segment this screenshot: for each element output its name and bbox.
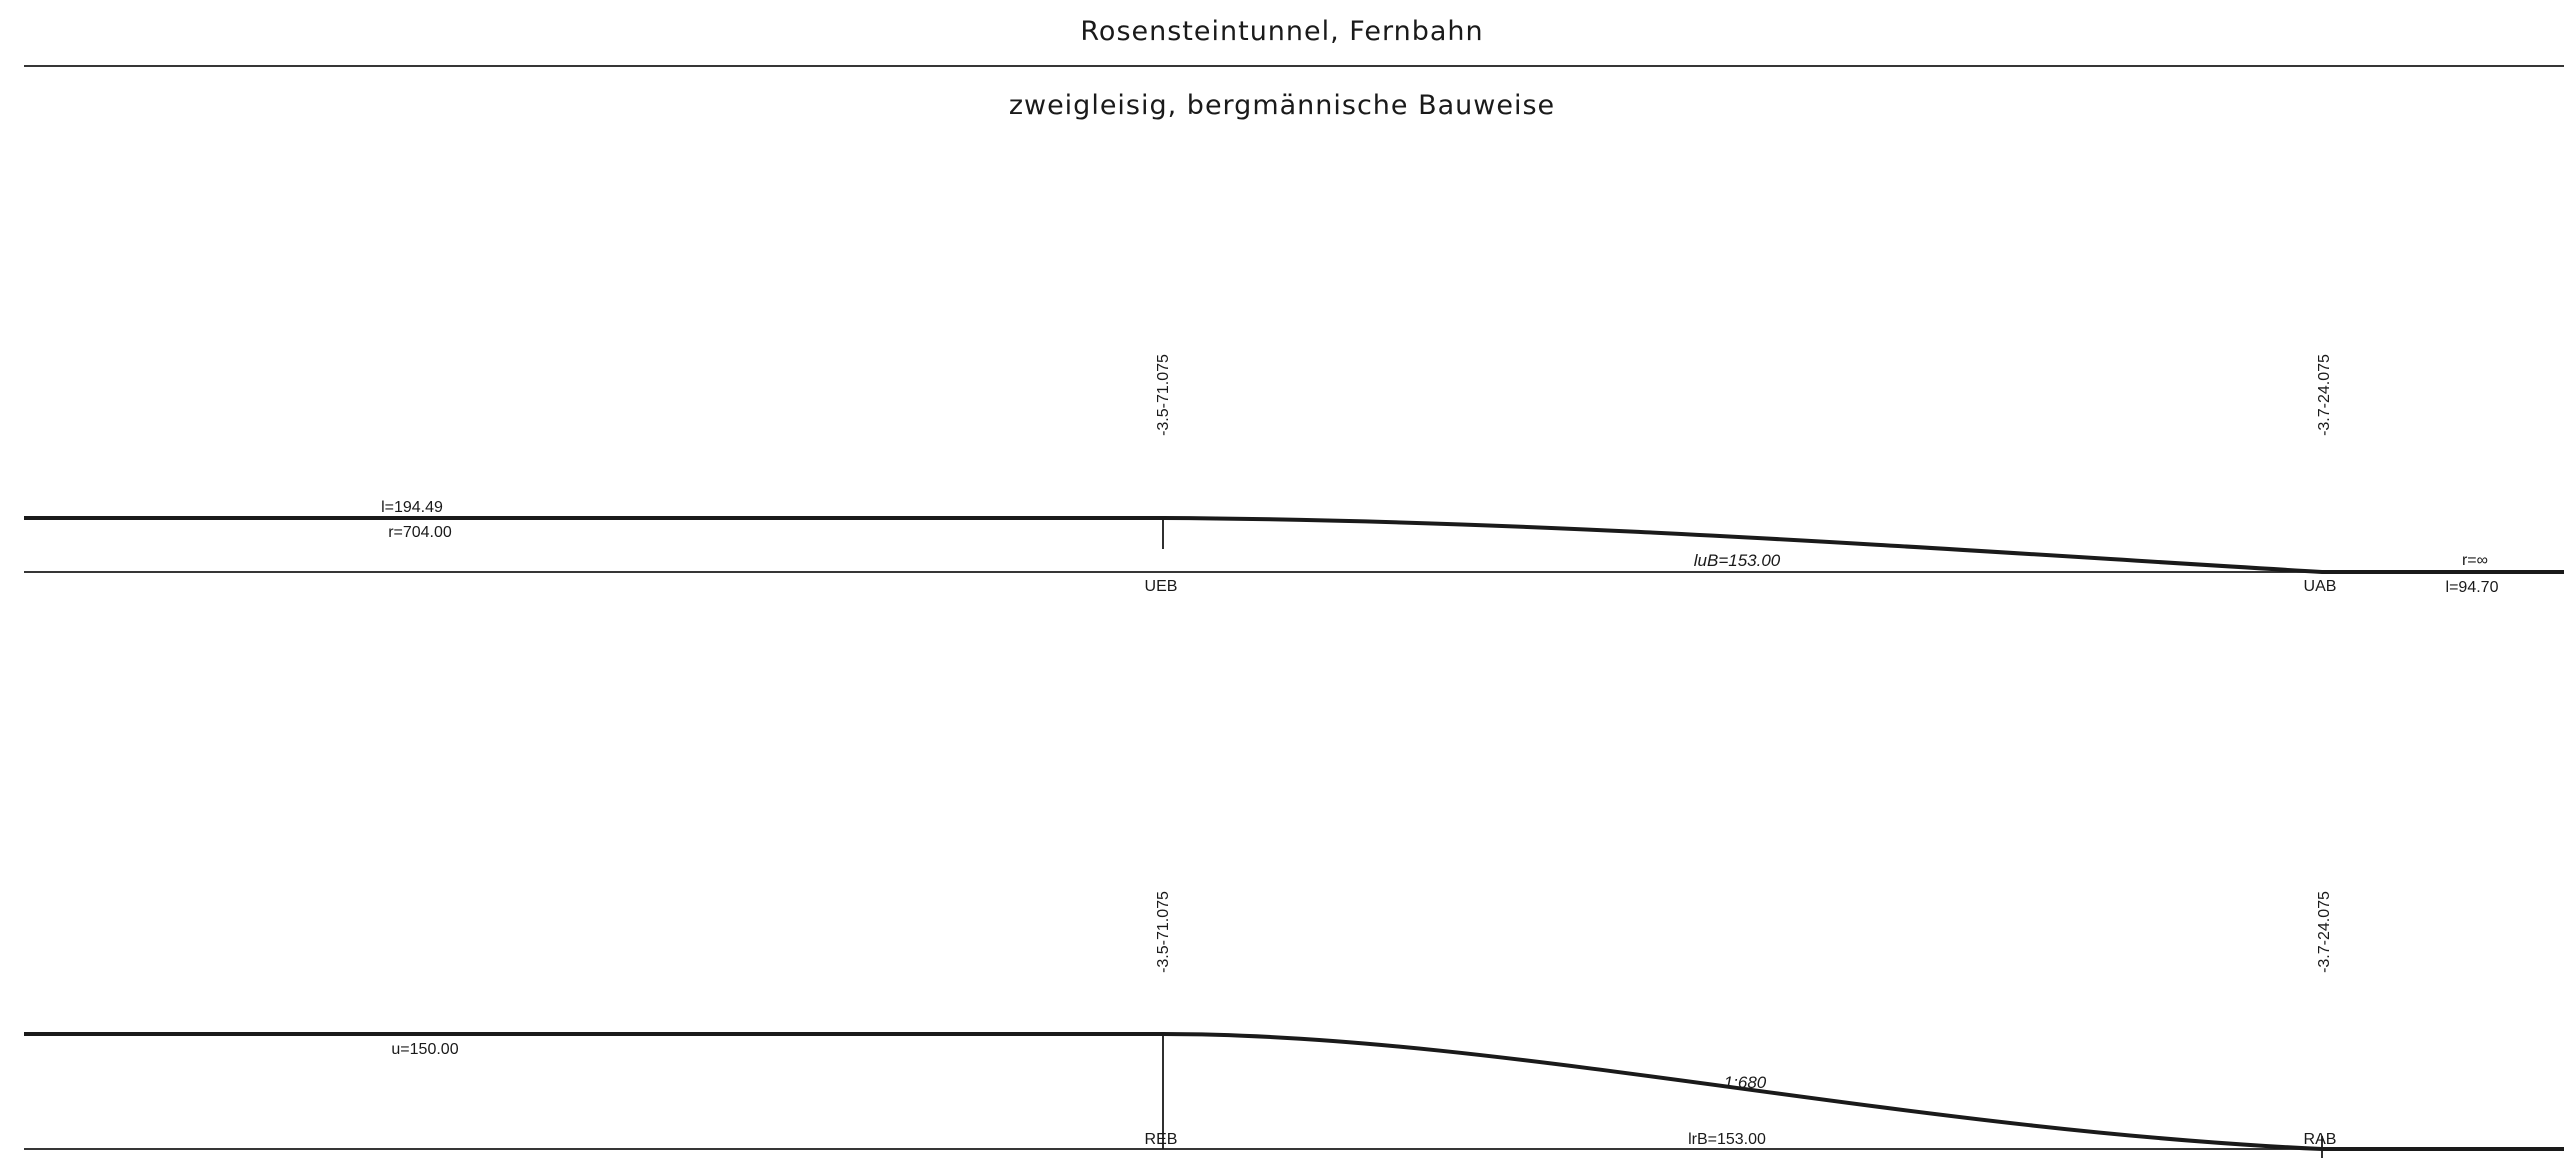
upper-start-marker-label: UEB (1145, 578, 1178, 595)
ramp-slope-label: 1:680 (1724, 1073, 1767, 1092)
upper-end-marker-label: UAB (2304, 578, 2337, 595)
ramp-length-label: lrB=153.00 (1688, 1131, 1766, 1148)
curvature-band: l=194.49 r=704.00 -3.5-71.075 UEB luB=15… (24, 354, 2564, 596)
upper-start-station-label: -3.5-71.075 (1155, 354, 1172, 436)
right-radius-label: r=∞ (2462, 552, 2488, 569)
left-length-label: l=194.49 (381, 499, 443, 516)
drawing-title: Rosensteintunnel, Fernbahn (1080, 16, 1483, 47)
lower-start-station-label: -3.5-71.075 (1155, 891, 1172, 973)
curvature-line (24, 516, 2564, 574)
right-length-label: l=94.70 (2446, 579, 2499, 596)
lower-end-station-label: -3.7-24.075 (2316, 891, 2333, 973)
superelevation-band: u=150.00 -3.5-71.075 REB 1:680 lrB=153.0… (24, 891, 2564, 1158)
lower-start-marker-label: REB (1145, 1131, 1178, 1148)
superelevation-line (24, 1032, 2564, 1151)
lower-end-marker-label: RAB (2304, 1131, 2337, 1148)
superelevation-left-label: u=150.00 (391, 1041, 458, 1058)
upper-end-station-label: -3.7-24.075 (2316, 354, 2333, 436)
drawing-subtitle: zweigleisig, bergmännische Bauweise (1009, 90, 1555, 121)
left-radius-label: r=704.00 (388, 524, 452, 541)
transition-length-label: luB=153.00 (1694, 551, 1781, 570)
